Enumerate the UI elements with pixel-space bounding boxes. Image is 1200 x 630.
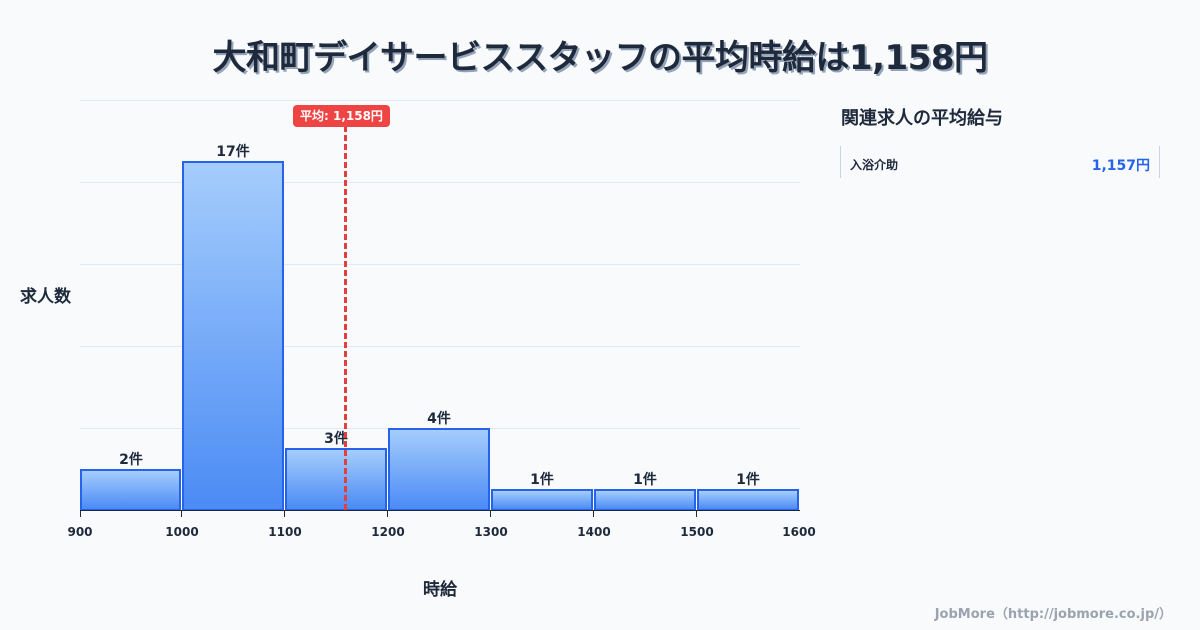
footer-credit: JobMore（http://jobmore.co.jp/） <box>934 607 1172 622</box>
y-axis-label: 求人数 <box>20 287 71 307</box>
x-tick <box>490 510 491 517</box>
x-axis-label: 時給 <box>423 580 457 600</box>
bar-value-label: 2件 <box>119 452 143 468</box>
bar-1100-1200 <box>285 448 387 511</box>
x-tick <box>284 510 285 517</box>
bar-900-1000 <box>80 469 181 511</box>
bar-value-label: 3件 <box>324 431 348 447</box>
x-tick-label: 1000 <box>165 525 199 539</box>
bar-value-label: 1件 <box>530 472 554 488</box>
gridline <box>80 100 800 101</box>
x-tick <box>696 510 697 517</box>
x-tick <box>387 510 388 517</box>
bar-1000-1100 <box>182 161 284 511</box>
bar-value-label: 1件 <box>736 472 760 488</box>
x-tick <box>181 510 182 517</box>
gridline <box>80 346 800 347</box>
x-tick-label: 1500 <box>680 525 714 539</box>
x-tick-label: 1600 <box>782 525 816 539</box>
x-tick <box>80 510 81 517</box>
page-title: 大和町デイサービススタッフの平均時給は1,158円 <box>212 38 988 78</box>
bar-1300-1400 <box>491 489 593 511</box>
x-tick-label: 900 <box>67 525 93 539</box>
bar-1400-1500 <box>594 489 696 511</box>
bar-value-label: 17件 <box>216 144 250 160</box>
x-tick-label: 1200 <box>371 525 405 539</box>
x-axis-line <box>80 510 800 511</box>
x-tick <box>593 510 594 517</box>
bar-value-label: 1件 <box>633 472 657 488</box>
related-jobs-title: 関連求人の平均給与 <box>841 108 1003 129</box>
x-tick-label: 1300 <box>474 525 508 539</box>
bar-1200-1300 <box>388 428 490 511</box>
bar-1500-1600 <box>697 489 799 511</box>
related-job-value: 1,157円 <box>1091 158 1150 174</box>
x-tick-label: 1400 <box>577 525 611 539</box>
gridline <box>80 182 800 183</box>
gridline <box>80 264 800 265</box>
average-line <box>344 126 347 510</box>
average-badge: 平均: 1,158円 <box>293 105 390 127</box>
bar-value-label: 4件 <box>427 411 451 427</box>
histogram-chart: 2件 17件 3件 4件 1件 1件 1件 900 1000 1100 1200… <box>20 100 816 600</box>
x-tick-label: 1100 <box>268 525 302 539</box>
related-job-label: 入浴介助 <box>850 158 899 172</box>
related-job-row: 入浴介助 1,157円 <box>840 146 1160 178</box>
